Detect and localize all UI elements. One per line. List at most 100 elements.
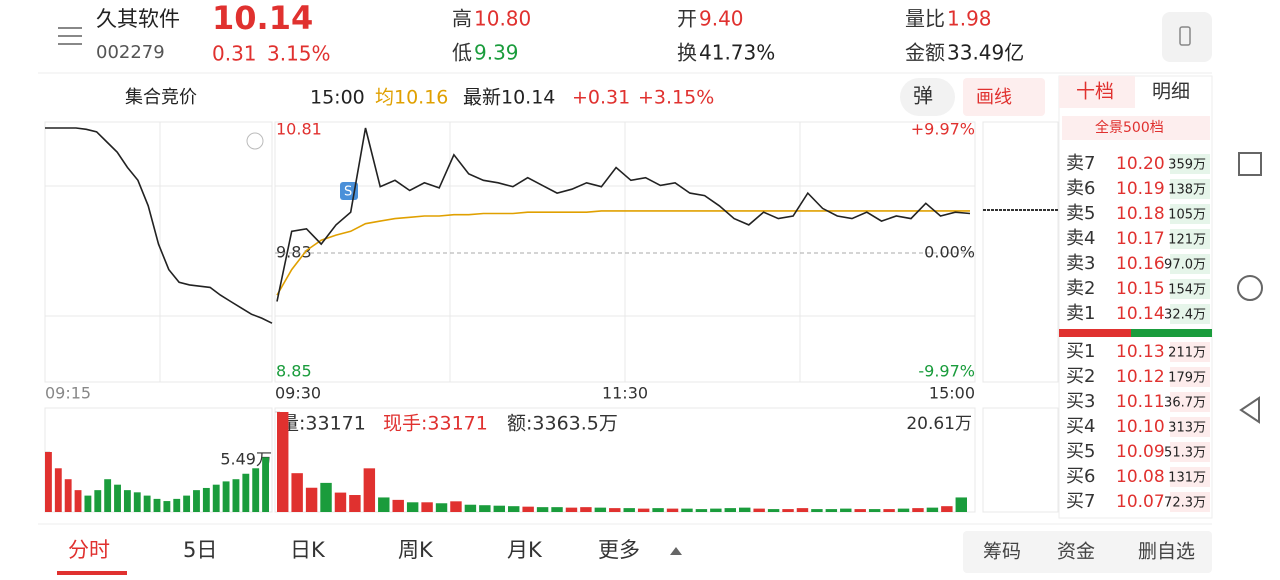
level-label: 卖3	[1066, 253, 1095, 274]
volume-bar	[392, 499, 404, 512]
auction-volume-bar	[262, 457, 269, 512]
level-volume-bg	[1170, 342, 1210, 362]
auction-volume-bar	[45, 452, 52, 512]
level-price: 10.10	[1116, 417, 1165, 437]
level-volume: 32.4万	[1164, 308, 1206, 323]
stat-label: 量比	[905, 7, 945, 31]
volume-bar	[941, 506, 953, 512]
sell-ratio	[1131, 329, 1212, 337]
chart-tab[interactable]: 月K	[507, 538, 543, 562]
volume-bar	[349, 495, 361, 512]
level-volume-bg	[1170, 467, 1210, 487]
auction-volume-bar	[212, 484, 220, 512]
panorama-button[interactable]	[1062, 116, 1210, 140]
auction-volume-bar	[183, 495, 191, 512]
volume-bar	[551, 507, 563, 512]
panorama-label: 全景500档	[1095, 119, 1164, 136]
level-volume: 211万	[1168, 346, 1206, 361]
time-label: 15:00	[929, 384, 975, 403]
auction-volume-bar	[54, 468, 62, 512]
action-button[interactable]: 资金	[1057, 541, 1095, 563]
level-price: 10.19	[1116, 179, 1165, 199]
level-price: 10.14	[1116, 304, 1165, 324]
stock-name: 久其软件	[96, 7, 180, 31]
level-price: 10.15	[1116, 279, 1165, 299]
volume-bar	[912, 508, 924, 512]
volume-bar	[681, 508, 693, 512]
level-volume-bg	[1170, 442, 1210, 462]
level-label: 买3	[1066, 391, 1095, 412]
level-price: 10.18	[1116, 204, 1165, 224]
help-icon[interactable]	[246, 132, 264, 150]
pct-label: 0.00%	[924, 243, 975, 262]
volume-info: 量:33171	[280, 413, 366, 435]
stat-label: 换	[677, 41, 697, 65]
chart-tab[interactable]: 5日	[183, 538, 217, 562]
level-volume: 36.7万	[1164, 396, 1206, 411]
volume-bar	[695, 509, 708, 512]
level-volume-bg	[1170, 154, 1210, 174]
level-volume-bg	[1170, 229, 1210, 249]
auction-volume-bar	[143, 495, 151, 512]
level-price: 10.13	[1116, 342, 1165, 362]
change-pct: 3.15%	[267, 42, 331, 66]
level-volume-bg	[1170, 492, 1210, 512]
volume-bar	[435, 503, 448, 512]
volume-bar	[883, 509, 895, 512]
volume-bar	[406, 502, 419, 512]
volume-bar	[378, 497, 390, 512]
change: 0.31	[212, 42, 257, 66]
pct-label: -9.97%	[918, 362, 975, 381]
nav-home[interactable]	[1237, 275, 1263, 301]
device-button[interactable]	[1162, 12, 1212, 62]
nav-back[interactable]	[1239, 396, 1260, 424]
chart-tab[interactable]: 分时	[68, 538, 110, 562]
stat-value: 41.73%	[699, 41, 775, 65]
level-label: 买1	[1066, 341, 1095, 362]
nav-recent[interactable]	[1238, 152, 1262, 176]
menu-icon[interactable]	[58, 27, 82, 45]
avg-line	[276, 210, 970, 296]
volume-bar	[291, 473, 303, 512]
level-volume-bg	[1170, 304, 1210, 324]
level-volume: 72.3万	[1164, 496, 1206, 511]
chart-tab[interactable]: 周K	[398, 538, 434, 562]
auction-volume-bar	[123, 490, 131, 512]
change-pct: +3.15%	[638, 87, 714, 109]
volume-info: 现手:33171	[383, 413, 488, 435]
tab-active[interactable]	[1059, 76, 1135, 108]
popup-button[interactable]	[900, 78, 955, 116]
volume-tick-label: 20.61万	[906, 414, 972, 434]
draw-button[interactable]	[963, 78, 1045, 116]
orderbook-tab[interactable]: 明细	[1152, 81, 1190, 103]
volume-bar	[363, 468, 376, 512]
volume-bar	[493, 505, 505, 512]
level-volume-bg	[1170, 367, 1210, 387]
price-line	[276, 127, 971, 302]
volume-bar	[926, 507, 939, 512]
volume-bar	[623, 508, 635, 512]
action-button[interactable]: 删自选	[1138, 541, 1195, 563]
stat-label: 高	[452, 7, 472, 31]
volume-bar	[724, 508, 736, 512]
volume-bar	[840, 508, 852, 512]
volume-bar	[479, 505, 491, 512]
auction-volume-label: 5.49万	[220, 450, 272, 469]
buy-ratio	[1059, 329, 1131, 337]
level-label: 卖4	[1066, 228, 1095, 249]
action-button[interactable]: 筹码	[983, 541, 1021, 563]
auction-volume-bar	[114, 484, 121, 512]
level-volume: 154万	[1168, 283, 1206, 298]
change: +0.31	[572, 87, 630, 109]
level-label: 卖6	[1066, 178, 1095, 199]
level-volume: 97.0万	[1164, 258, 1206, 273]
level-label: 买2	[1066, 366, 1095, 387]
volume-bar	[753, 508, 765, 512]
level-volume: 131万	[1168, 471, 1206, 486]
volume-bar	[767, 509, 780, 512]
chart-tab[interactable]: 更多	[598, 538, 640, 562]
volume-bar	[305, 487, 318, 512]
chart-tab[interactable]: 日K	[290, 538, 326, 562]
level-volume: 359万	[1168, 158, 1206, 173]
orderbook-tab[interactable]: 十档	[1076, 81, 1114, 103]
